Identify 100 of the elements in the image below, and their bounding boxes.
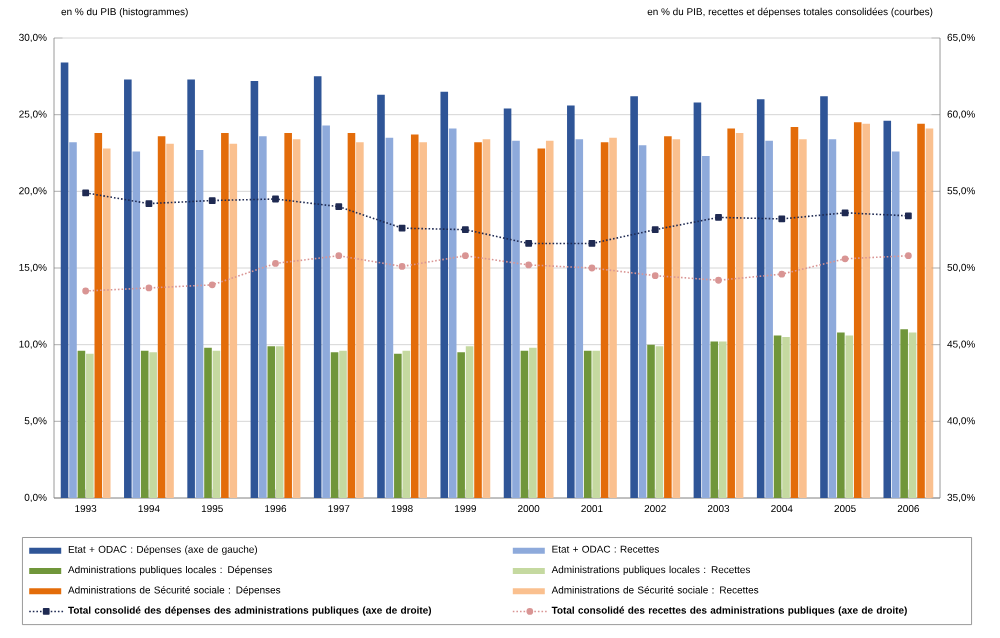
bar [204,347,212,498]
bar [166,143,174,498]
bar [664,136,672,498]
bar [221,133,229,498]
bar [259,136,267,498]
bar [790,126,799,498]
bar [600,142,609,498]
bar [330,352,339,498]
bar [187,79,195,498]
bar [638,145,647,498]
bar [402,350,411,498]
bar [765,140,773,498]
bar [503,108,512,498]
bar [77,350,86,498]
point [335,203,343,211]
point [145,284,153,292]
point [461,252,469,260]
bar [820,96,828,498]
bar [512,140,520,498]
bar [377,94,385,498]
bar [195,149,204,498]
bar [267,346,276,498]
bar [482,139,491,498]
bar [250,80,259,498]
bar [537,148,546,498]
bar [60,62,69,498]
point [904,212,912,220]
point [82,189,90,197]
point [335,252,343,260]
point [461,226,469,234]
bar [465,346,474,498]
point [841,255,849,263]
bar [124,79,132,498]
bar [457,352,465,498]
bar [529,347,537,498]
bar [702,156,710,498]
point [778,215,786,223]
point [525,240,533,247]
bar [583,350,592,498]
point [208,197,216,204]
bar [672,139,681,498]
bar [419,142,427,498]
point [82,287,90,295]
bar [157,136,166,498]
point [272,195,279,203]
bar [149,352,157,498]
bar [284,133,292,498]
bar [410,134,419,498]
point [398,224,406,232]
bar [94,133,103,498]
point [145,200,153,207]
bar [292,139,301,498]
bar [883,120,892,498]
point [715,276,722,284]
bar [545,140,554,498]
bar [440,91,449,498]
bar [140,350,149,498]
bar [520,350,529,498]
point [272,260,279,267]
point [778,270,786,278]
bar [575,139,584,498]
point [208,281,216,289]
bar [735,133,744,498]
bar [727,128,735,498]
bar [862,123,870,498]
bar [908,332,917,498]
bar [837,332,845,498]
bar [891,151,900,498]
point [651,272,659,280]
point [525,261,533,269]
point [715,214,722,221]
bar [900,329,908,498]
point [588,240,596,247]
bar [385,137,394,498]
bar [845,335,854,498]
bar [567,105,575,498]
bar [212,350,221,498]
bar [853,122,862,498]
bar [132,151,141,498]
bar [347,133,356,498]
bar [474,142,482,498]
bar [394,353,402,498]
bar [448,128,457,498]
bar [275,346,284,498]
bar [322,125,330,498]
bar [313,76,322,498]
point [588,264,596,272]
bar [756,99,765,498]
bar [773,335,782,498]
bar [609,137,617,498]
bar [655,346,664,498]
bar [356,142,364,498]
bar [828,139,837,498]
bar [710,341,719,498]
point [651,226,659,234]
bar [592,350,600,498]
point [841,209,849,217]
bar [718,341,727,498]
bar [782,337,790,498]
bar [925,128,934,498]
